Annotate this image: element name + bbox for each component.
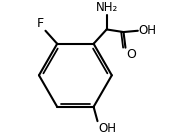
Text: O: O (126, 48, 136, 61)
Text: F: F (36, 17, 43, 30)
Text: OH: OH (138, 24, 156, 37)
Text: OH: OH (98, 122, 116, 135)
Text: NH₂: NH₂ (96, 2, 118, 14)
